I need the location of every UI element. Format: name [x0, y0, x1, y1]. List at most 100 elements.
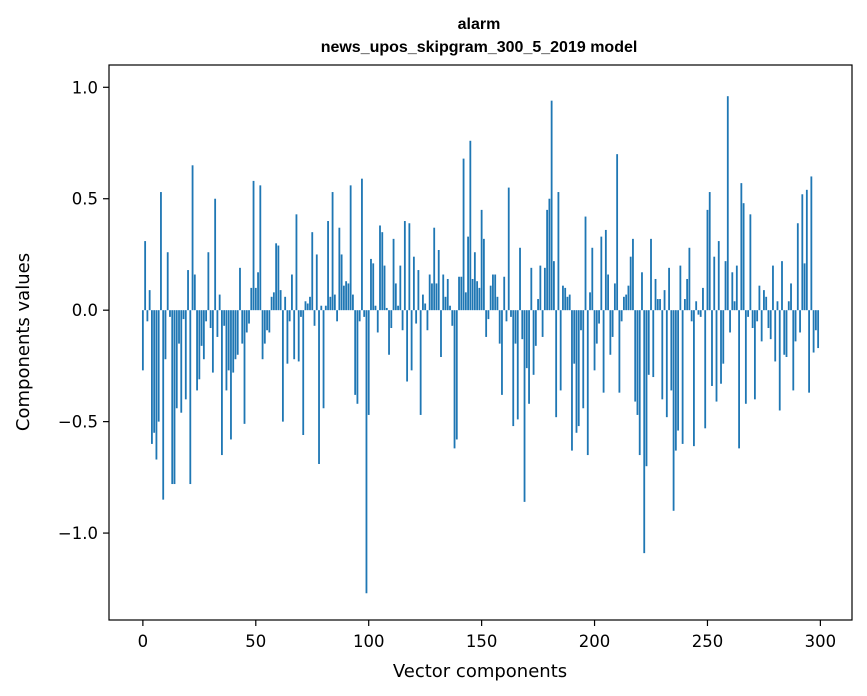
bar-211 — [618, 310, 621, 393]
bar-122 — [417, 270, 420, 311]
bar-164 — [512, 310, 515, 427]
bar-37 — [225, 310, 228, 391]
bar-154 — [489, 285, 492, 311]
bar-40 — [232, 310, 235, 373]
bar-93 — [352, 294, 354, 311]
bar-189 — [568, 294, 571, 311]
bar-59 — [275, 243, 278, 311]
bar-288 — [792, 310, 795, 391]
bar-21 — [189, 310, 192, 485]
bar-108 — [385, 307, 388, 311]
bar-34 — [218, 294, 221, 311]
bar-216 — [629, 256, 632, 311]
bar-275 — [763, 290, 765, 311]
bar-187 — [564, 287, 567, 311]
bar-100 — [367, 310, 370, 415]
bar-295 — [808, 310, 810, 393]
bar-239 — [681, 310, 684, 444]
bar-238 — [679, 265, 682, 311]
bar-215 — [627, 285, 630, 311]
bar-247 — [699, 310, 702, 317]
bar-42 — [236, 310, 239, 355]
bar-0 — [141, 310, 144, 371]
bar-289 — [794, 310, 797, 342]
bar-152 — [485, 310, 488, 337]
bar-298 — [814, 310, 817, 331]
bar-284 — [783, 310, 786, 355]
bar-262 — [733, 301, 736, 311]
bar-296 — [810, 176, 813, 311]
bar-113 — [397, 305, 399, 311]
bar-36 — [223, 310, 226, 326]
bar-22 — [191, 165, 194, 311]
bar-147 — [473, 252, 476, 311]
bar-31 — [211, 310, 214, 373]
bar-292 — [801, 194, 804, 311]
bar-137 — [451, 310, 454, 326]
bar-160 — [503, 276, 506, 311]
bar-176 — [539, 265, 542, 311]
bar-149 — [478, 287, 481, 311]
chart-title: alarm — [458, 16, 501, 33]
bar-161 — [505, 310, 508, 322]
bar-204 — [602, 310, 605, 393]
bar-245 — [695, 301, 698, 311]
y-axis-label: Components values — [13, 253, 34, 431]
bar-47 — [248, 310, 250, 324]
bar-111 — [392, 238, 395, 311]
bar-141 — [460, 276, 463, 311]
bar-49 — [252, 180, 255, 311]
bar-241 — [686, 278, 689, 311]
bar-244 — [693, 310, 695, 447]
bar-253 — [713, 256, 716, 311]
bar-143 — [464, 292, 467, 311]
bar-121 — [415, 310, 418, 324]
bar-257 — [722, 310, 725, 364]
bar-170 — [525, 310, 528, 369]
bar-225 — [650, 238, 652, 311]
bar-146 — [471, 278, 474, 311]
bar-218 — [634, 310, 637, 402]
bar-224 — [647, 310, 650, 375]
bar-130 — [435, 283, 438, 311]
bar-68 — [295, 214, 298, 311]
bar-96 — [358, 310, 361, 322]
bar-57 — [270, 296, 273, 311]
bar-82 — [327, 221, 329, 311]
x-tick-label: 200 — [579, 632, 611, 651]
bar-236 — [674, 310, 677, 451]
y-tick-label: −1.0 — [58, 524, 98, 543]
bar-285 — [785, 310, 788, 357]
y-tick-label: 0.0 — [72, 301, 98, 320]
bar-63 — [284, 296, 287, 311]
bar-222 — [643, 310, 646, 554]
bar-126 — [426, 310, 429, 331]
bar-128 — [431, 283, 433, 311]
bar-267 — [744, 310, 747, 404]
bar-116 — [403, 221, 406, 311]
bar-30 — [209, 310, 212, 329]
bar-165 — [514, 310, 517, 344]
bar-178 — [543, 267, 546, 311]
bar-181 — [550, 100, 553, 311]
bar-67 — [293, 310, 296, 360]
bar-20 — [187, 270, 189, 311]
bar-94 — [354, 310, 357, 395]
x-tick-label: 50 — [245, 632, 266, 651]
bar-274 — [760, 310, 763, 342]
x-tick-label: 300 — [805, 632, 837, 651]
bar-163 — [510, 310, 512, 317]
bar-71 — [302, 310, 305, 435]
plot-area-frame — [108, 64, 853, 621]
bar-65 — [288, 310, 291, 322]
bar-235 — [672, 310, 675, 511]
bar-84 — [331, 192, 334, 311]
bar-92 — [349, 185, 352, 311]
bar-26 — [200, 310, 203, 346]
bar-134 — [444, 296, 447, 311]
bar-286 — [787, 301, 790, 311]
bar-199 — [591, 247, 594, 311]
bar-153 — [487, 310, 490, 320]
bar-213 — [623, 296, 625, 311]
bar-77 — [315, 254, 318, 311]
